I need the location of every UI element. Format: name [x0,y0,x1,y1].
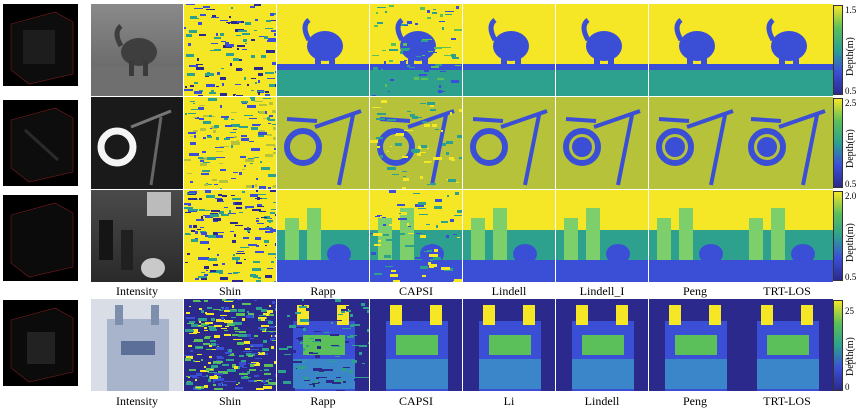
depth-map-lamp-capsi [370,97,462,189]
depth-map-elephant-lindell-i [556,4,648,96]
label-rapp-bottom: Rapp [277,394,369,408]
label-peng-bottom: Peng [649,394,741,408]
colorbar-2-label: Depth(m) [845,129,856,168]
volume-thumbnail-2 [3,100,78,186]
depth-map-elephant-peng [649,4,741,96]
label-shin-bottom: Shin [184,394,276,408]
depth-map-lamp-rapp [277,97,369,189]
label-intensity-bottom: Intensity [91,394,183,408]
depth-map-desk-peng [649,190,741,282]
volume-thumbnail-1 [3,4,78,86]
depth-map-desk-rapp [277,190,369,282]
depth-map-elephant-capsi [370,4,462,96]
depth-map-lamp-lindell [463,97,555,189]
label-trt-los-top: TRT-LOS [741,284,833,298]
depth-map-building-lindell [556,299,648,391]
colorbar-3-label: Depth(m) [845,223,856,262]
label-li-bottom: Li [463,394,555,408]
colorbar-4-label: Depth(m) [845,337,856,376]
depth-map-building-peng [649,299,741,391]
depth-map-lamp-peng [649,97,741,189]
label-lindell-i-top: Lindell_I [556,284,648,298]
colorbar-1-max: 1.5 [845,5,856,15]
depth-map-building-capsi [370,299,462,391]
colorbar-1-label: Depth(m) [845,37,856,76]
depth-map-desk-lindell-i [556,190,648,282]
label-capsi-top: CAPSI [370,284,462,298]
label-capsi-bottom: CAPSI [370,394,462,408]
intensity-image-lamp [91,97,183,189]
label-lindell-bottom: Lindell [556,394,648,408]
depth-map-lamp-shin [184,97,276,189]
intensity-image-building [91,299,183,391]
colorbar-2-min: 0.5 [845,179,856,189]
intensity-image-elephant [91,4,183,96]
label-lindell-top: Lindell [463,284,555,298]
depth-map-elephant-rapp [277,4,369,96]
colorbar-4-max: 25 [845,306,854,316]
depth-map-building-li [463,299,555,391]
label-intensity-top: Intensity [91,284,183,298]
volume-thumbnail-4 [3,300,78,386]
depth-map-desk-shin [184,190,276,282]
colorbar-1-min: 0.5 [845,86,856,96]
depth-map-building-shin [184,299,276,391]
colorbar-3-max: 2.0 [845,191,856,201]
colorbar-2-max: 2.5 [845,98,856,108]
depth-map-lamp-lindell-i [556,97,648,189]
label-peng-top: Peng [649,284,741,298]
depth-map-building-trt-los [741,299,833,391]
label-trt-los-bottom: TRT-LOS [741,394,833,408]
depth-map-desk-lindell [463,190,555,282]
depth-map-lamp-trt-los [741,97,833,189]
intensity-image-desk [91,190,183,282]
depth-map-desk-capsi [370,190,462,282]
depth-map-elephant-lindell [463,4,555,96]
depth-map-desk-trt-los [741,190,833,282]
depth-map-elephant-shin [184,4,276,96]
depth-map-elephant-trt-los [741,4,833,96]
volume-thumbnail-3 [3,195,78,281]
colorbar-4-min: 0 [845,382,850,392]
depth-map-building-rapp [277,299,369,391]
colorbar-3-min: 0.5 [845,272,856,282]
label-rapp-top: Rapp [277,284,369,298]
label-shin-top: Shin [184,284,276,298]
